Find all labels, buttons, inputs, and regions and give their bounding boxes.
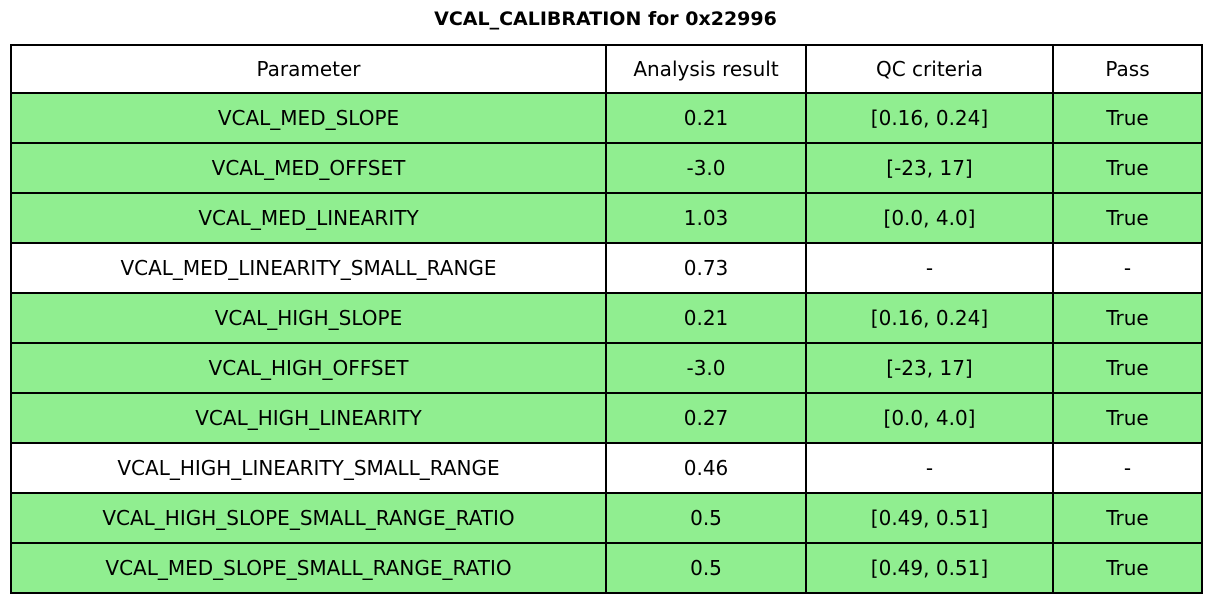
table-header: Parameter Analysis result QC criteria Pa… bbox=[10, 44, 1203, 94]
analysis-result-cell: 0.21 bbox=[605, 92, 807, 144]
pass-cell: - bbox=[1052, 442, 1203, 494]
analysis-result-cell: -3.0 bbox=[605, 342, 807, 394]
analysis-result-cell: 0.21 bbox=[605, 292, 807, 344]
analysis-result-cell: 0.5 bbox=[605, 542, 807, 594]
parameter-cell: VCAL_MED_SLOPE_SMALL_RANGE_RATIO bbox=[10, 542, 607, 594]
header-row: Parameter Analysis result QC criteria Pa… bbox=[10, 44, 1203, 94]
table-row: VCAL_HIGH_OFFSET -3.0 [-23, 17] True bbox=[10, 342, 1203, 394]
qc-criteria-cell: [0.49, 0.51] bbox=[805, 492, 1054, 544]
qc-criteria-cell: [-23, 17] bbox=[805, 142, 1054, 194]
analysis-result-cell: 0.46 bbox=[605, 442, 807, 494]
table-row: VCAL_HIGH_LINEARITY 0.27 [0.0, 4.0] True bbox=[10, 392, 1203, 444]
parameter-cell: VCAL_MED_LINEARITY bbox=[10, 192, 607, 244]
qc-table-figure: VCAL_CALIBRATION for 0x22996 Parameter A… bbox=[10, 0, 1203, 594]
table-row: VCAL_MED_LINEARITY_SMALL_RANGE 0.73- - bbox=[10, 242, 1203, 294]
parameter-cell: VCAL_HIGH_LINEARITY_SMALL_RANGE bbox=[10, 442, 607, 494]
column-header-pass: Pass bbox=[1052, 44, 1203, 94]
table-row: VCAL_HIGH_SLOPE_SMALL_RANGE_RATIO 0.5 [0.4… bbox=[10, 492, 1203, 544]
table-row: VCAL_MED_SLOPE_SMALL_RANGE_RATIO 0.5 [0.49… bbox=[10, 542, 1203, 594]
qc-criteria-cell: [0.49, 0.51] bbox=[805, 542, 1054, 594]
qc-criteria-cell: [0.0, 4.0] bbox=[805, 192, 1054, 244]
qc-criteria-cell: - bbox=[805, 242, 1054, 294]
column-header-parameter: Parameter bbox=[10, 44, 607, 94]
table-row: VCAL_HIGH_SLOPE 0.21 [0.16, 0.24] True bbox=[10, 292, 1203, 344]
pass-cell: True bbox=[1052, 392, 1203, 444]
analysis-result-cell: -3.0 bbox=[605, 142, 807, 194]
parameter-cell: VCAL_HIGH_LINEARITY bbox=[10, 392, 607, 444]
table-row: VCAL_MED_LINEARITY 1.03 [0.0, 4.0] True bbox=[10, 192, 1203, 244]
qc-results-table: Parameter Analysis result QC criteria Pa… bbox=[10, 44, 1203, 594]
parameter-cell: VCAL_MED_LINEARITY_SMALL_RANGE bbox=[10, 242, 607, 294]
figure-title: VCAL_CALIBRATION for 0x22996 bbox=[434, 8, 777, 30]
qc-criteria-cell: [-23, 17] bbox=[805, 342, 1054, 394]
pass-cell: True bbox=[1052, 492, 1203, 544]
parameter-cell: VCAL_HIGH_SLOPE_SMALL_RANGE_RATIO bbox=[10, 492, 607, 544]
parameter-cell: VCAL_HIGH_SLOPE bbox=[10, 292, 607, 344]
qc-criteria-cell: [0.16, 0.24] bbox=[805, 292, 1054, 344]
parameter-cell: VCAL_MED_SLOPE bbox=[10, 92, 607, 144]
parameter-cell: VCAL_MED_OFFSET bbox=[10, 142, 607, 194]
pass-cell: - bbox=[1052, 242, 1203, 294]
pass-cell: True bbox=[1052, 192, 1203, 244]
table-body: VCAL_MED_SLOPE 0.21 [0.16, 0.24] True VCAL_M… bbox=[10, 92, 1203, 594]
parameter-cell: VCAL_HIGH_OFFSET bbox=[10, 342, 607, 394]
pass-cell: True bbox=[1052, 92, 1203, 144]
column-header-analysis-result: Analysis result bbox=[605, 44, 807, 94]
table-row: VCAL_MED_OFFSET -3.0 [-23, 17] True bbox=[10, 142, 1203, 194]
analysis-result-cell: 0.5 bbox=[605, 492, 807, 544]
analysis-result-cell: 0.27 bbox=[605, 392, 807, 444]
table-row: VCAL_MED_SLOPE 0.21 [0.16, 0.24] True bbox=[10, 92, 1203, 144]
analysis-result-cell: 0.73 bbox=[605, 242, 807, 294]
table-row: VCAL_HIGH_LINEARITY_SMALL_RANGE 0.46- - bbox=[10, 442, 1203, 494]
qc-criteria-cell: [0.16, 0.24] bbox=[805, 92, 1054, 144]
pass-cell: True bbox=[1052, 292, 1203, 344]
pass-cell: True bbox=[1052, 542, 1203, 594]
pass-cell: True bbox=[1052, 342, 1203, 394]
qc-criteria-cell: - bbox=[805, 442, 1054, 494]
qc-criteria-cell: [0.0, 4.0] bbox=[805, 392, 1054, 444]
analysis-result-cell: 1.03 bbox=[605, 192, 807, 244]
column-header-qc-criteria: QC criteria bbox=[805, 44, 1054, 94]
pass-cell: True bbox=[1052, 142, 1203, 194]
